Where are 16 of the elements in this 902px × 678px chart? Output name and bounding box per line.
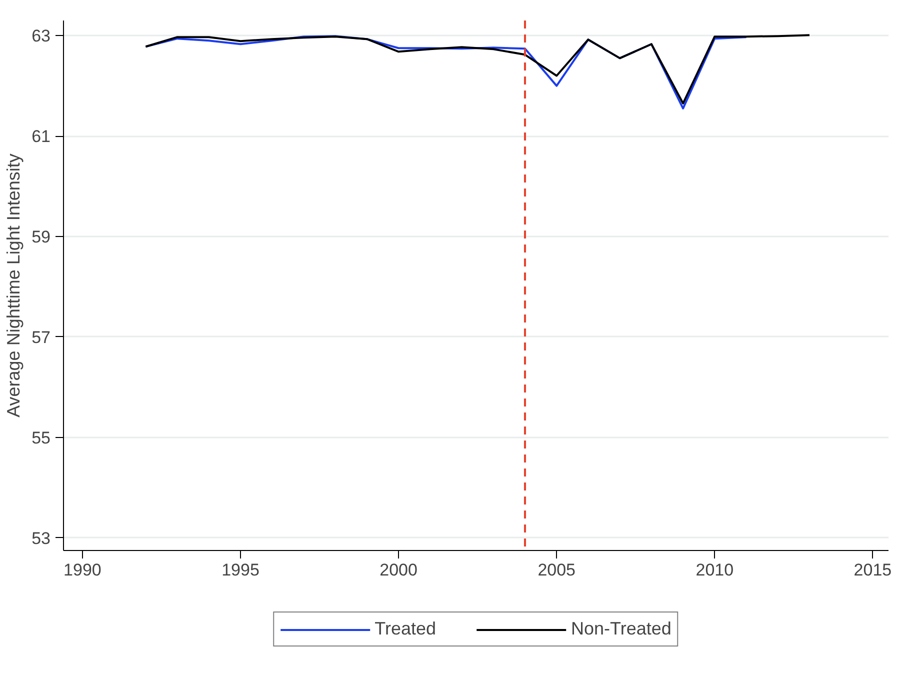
x-tick-label: 1995 — [222, 560, 260, 580]
x-tick-label: 2015 — [854, 560, 892, 580]
x-tick-label: 2005 — [538, 560, 576, 580]
x-tick-label: 2000 — [380, 560, 418, 580]
legend-label: Treated — [374, 618, 436, 640]
x-tick-label: 2010 — [696, 560, 734, 580]
y-tick-label: 61 — [32, 127, 51, 146]
y-axis-title: Average Nighttime Light Intensity — [4, 154, 24, 418]
legend-label: Non-Treated — [570, 618, 672, 640]
line-series — [144, 34, 810, 104]
y-tick-label: 63 — [32, 26, 51, 46]
y-tick-label: 55 — [32, 428, 51, 448]
y-tick-label: 53 — [32, 528, 51, 548]
y-tick-label: 59 — [32, 228, 51, 247]
y-tick-label: 57 — [32, 328, 51, 347]
x-tick-label: 1990 — [64, 560, 102, 580]
